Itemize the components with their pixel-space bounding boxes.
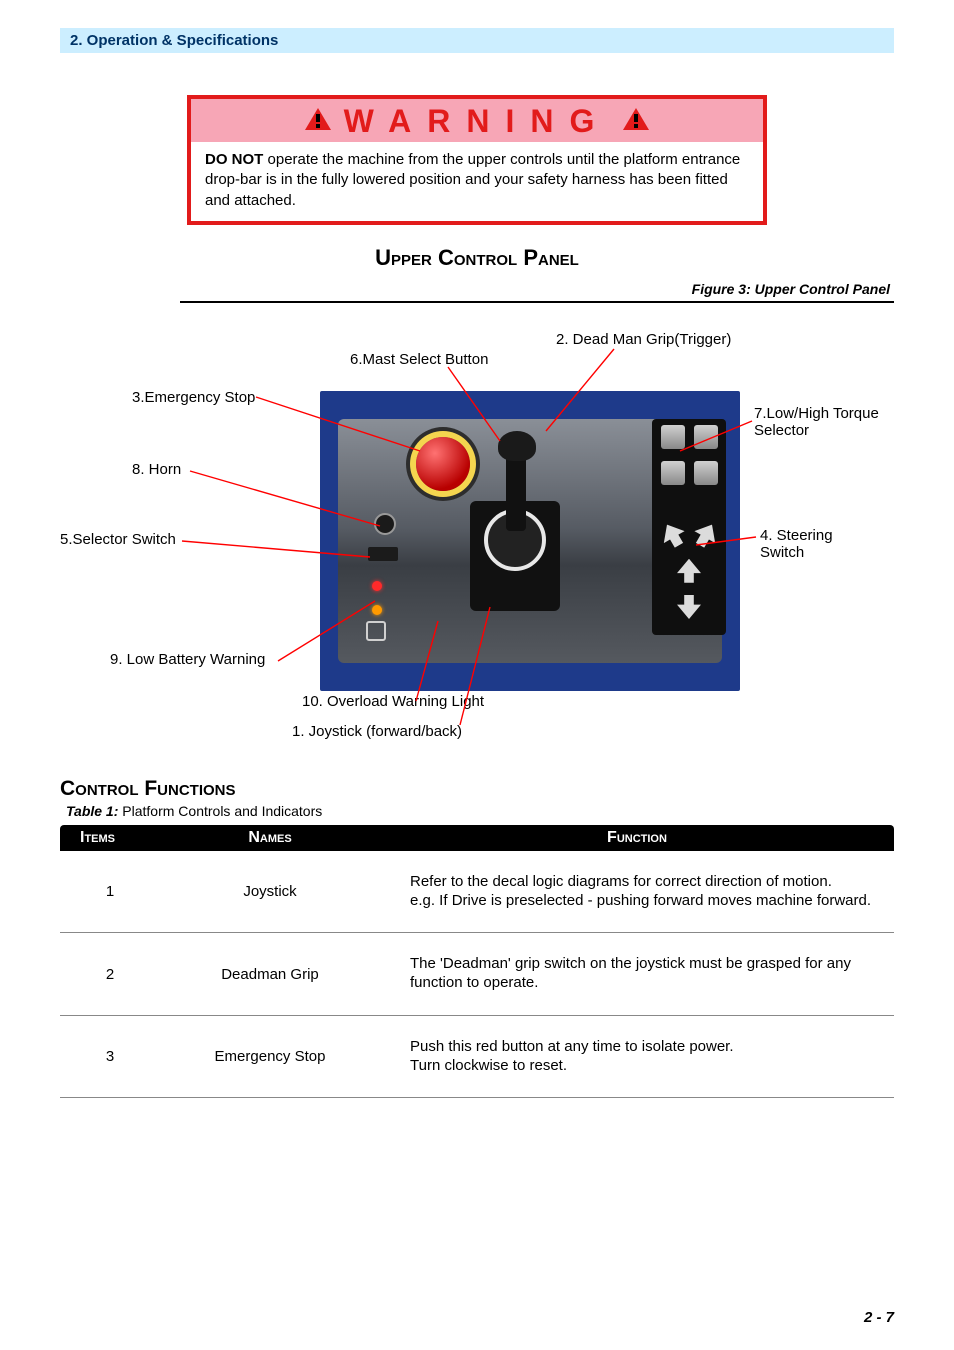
warning-body: DO NOT operate the machine from the uppe… <box>191 142 763 221</box>
callout-5: 5.Selector Switch <box>60 531 176 548</box>
col-items: Items <box>60 825 160 851</box>
panel-small-icon <box>366 621 386 641</box>
warning-body-bold: DO NOT <box>205 151 263 168</box>
torque-select-icon <box>694 425 718 449</box>
selector-switch <box>368 547 398 561</box>
warning-body-text: operate the machine from the upper contr… <box>205 151 740 209</box>
horn-button <box>374 513 396 535</box>
diagram-area: 6.Mast Select Button 2. Dead Man Grip(Tr… <box>60 321 894 741</box>
side-switch-panel <box>652 419 726 635</box>
led-amber-icon <box>372 605 382 615</box>
panel-heading: Upper Control Panel <box>60 245 894 271</box>
table-header-row: Items Names Function <box>60 825 894 851</box>
figure-caption: Figure 3: Upper Control Panel <box>180 279 894 303</box>
led-cluster <box>372 581 382 615</box>
callout-4: 4. Steering Switch <box>760 527 880 561</box>
callout-10: 10. Overload Warning Light <box>302 693 484 710</box>
cell-func: Push this red button at any time to isol… <box>380 1015 894 1098</box>
steer-right-icon <box>689 518 722 551</box>
led-red-icon <box>372 581 382 591</box>
callout-1: 1. Joystick (forward/back) <box>292 723 462 740</box>
col-names: Names <box>160 825 380 851</box>
warning-triangle-right-icon <box>621 106 651 137</box>
callout-7: 7.Low/High Torque Selector <box>754 405 894 439</box>
steer-left-icon <box>656 518 689 551</box>
col-function: Function <box>380 825 894 851</box>
cell-func: The 'Deadman' grip switch on the joystic… <box>380 933 894 1016</box>
table-caption: Table 1: Platform Controls and Indicator… <box>66 803 894 819</box>
cell-name: Joystick <box>160 851 380 933</box>
cell-func: Refer to the decal logic diagrams for co… <box>380 851 894 933</box>
callout-2: 2. Dead Man Grip(Trigger) <box>556 331 731 348</box>
arrow-down-icon <box>677 595 701 619</box>
callout-9: 9. Low Battery Warning <box>110 651 265 668</box>
page: 2. Operation & Specifications WARNING DO… <box>0 0 954 1350</box>
controls-table: Items Names Function 1 Joystick Refer to… <box>60 825 894 1099</box>
table-row: 1 Joystick Refer to the decal logic diag… <box>60 851 894 933</box>
cell-item: 1 <box>60 851 160 933</box>
emergency-stop-button <box>416 437 470 491</box>
callout-6: 6.Mast Select Button <box>350 351 488 368</box>
warning-title-bar: WARNING <box>191 99 763 142</box>
cell-item: 2 <box>60 933 160 1016</box>
square-icon <box>694 461 718 485</box>
cell-item: 3 <box>60 1015 160 1098</box>
functions-heading: Control Functions <box>60 777 894 801</box>
square-icon <box>661 461 685 485</box>
joystick-stick <box>506 451 526 531</box>
arrow-up-icon <box>677 559 701 583</box>
control-panel-photo <box>320 391 740 691</box>
warning-label: WARNING <box>344 103 611 140</box>
callout-3: 3.Emergency Stop <box>132 389 255 406</box>
table-caption-text: Platform Controls and Indicators <box>118 803 322 819</box>
section-header: 2. Operation & Specifications <box>60 28 894 53</box>
table-row: 3 Emergency Stop Push this red button at… <box>60 1015 894 1098</box>
cell-name: Emergency Stop <box>160 1015 380 1098</box>
warning-triangle-left-icon <box>303 106 333 137</box>
warning-box: WARNING DO NOT operate the machine from … <box>187 95 767 225</box>
cell-name: Deadman Grip <box>160 933 380 1016</box>
callout-8: 8. Horn <box>132 461 181 478</box>
mast-select-icon <box>661 425 685 449</box>
page-number: 2 - 7 <box>864 1309 894 1326</box>
joystick-cap <box>498 431 536 461</box>
table-caption-bold: Table 1: <box>66 803 118 819</box>
table-row: 2 Deadman Grip The 'Deadman' grip switch… <box>60 933 894 1016</box>
